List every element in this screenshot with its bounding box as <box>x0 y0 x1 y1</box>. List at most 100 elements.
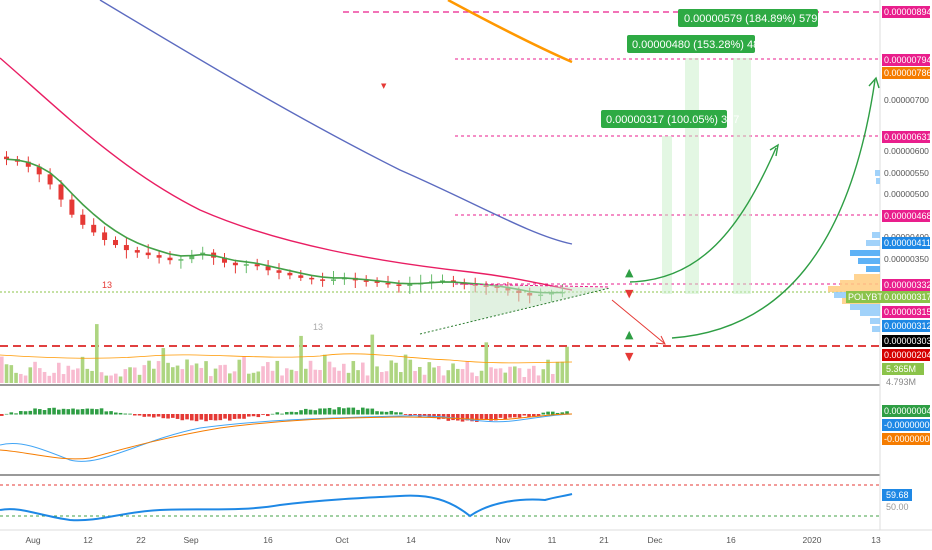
volume-profile <box>828 170 880 332</box>
macd-bar <box>118 412 123 415</box>
volume-profile-bar <box>828 286 880 292</box>
price-tag-label: 0.00000468 <box>884 211 932 221</box>
price-axis-label: 0.00000550 <box>884 168 929 178</box>
macd-bar <box>280 413 284 415</box>
volume-bar <box>361 362 365 383</box>
ema-green-line <box>6 158 563 294</box>
price-tag-bg <box>882 335 930 347</box>
volume-bar <box>166 362 170 383</box>
volume-bar <box>185 359 189 383</box>
macd-bar <box>90 408 94 415</box>
macd-bar <box>441 414 446 419</box>
marker-13-b: 13 <box>313 322 323 332</box>
volume-bar <box>342 363 346 383</box>
candle-body <box>396 284 402 286</box>
volume-bar <box>142 365 147 383</box>
volume-bar <box>237 359 242 383</box>
volume-bar <box>475 376 479 383</box>
macd-bar <box>389 410 394 415</box>
macd-bar <box>413 414 417 416</box>
time-axis-label: 2020 <box>803 535 822 545</box>
candle-body <box>69 199 75 215</box>
rsi-label-2: 50.00 <box>886 502 909 512</box>
price-axis-label: 0.00000500 <box>884 189 929 199</box>
volume-bar <box>0 356 4 383</box>
volume-bar <box>346 372 351 383</box>
volume-bar <box>541 369 546 383</box>
volume-bar <box>194 363 199 383</box>
volume-bar <box>327 361 332 383</box>
macd-bar <box>555 412 560 415</box>
volume-bar <box>266 362 270 383</box>
volume-bar <box>228 373 232 383</box>
price-tag-bg <box>882 67 930 79</box>
macd-bar <box>61 408 66 415</box>
volume-profile-bar <box>840 280 880 286</box>
volume-bar <box>128 367 132 383</box>
ma-blue-line <box>99 0 573 245</box>
macd-bar <box>470 414 474 422</box>
volume-bar <box>213 368 218 383</box>
down-projection-arrowhead <box>655 335 666 345</box>
macd-bar <box>218 414 223 421</box>
price-tag-label: 0.00000315 <box>884 307 932 317</box>
volume-bar <box>413 370 417 383</box>
macd-bar <box>161 414 166 419</box>
candle-body <box>47 174 53 185</box>
macd-bar <box>228 414 232 421</box>
volume-bar <box>527 368 531 383</box>
price-tag-bg <box>882 320 930 332</box>
volume-bar <box>356 370 360 383</box>
macd-bar <box>0 414 4 416</box>
price-tag-label: 0.00000312 <box>884 321 932 331</box>
macd-bar <box>66 409 71 415</box>
volume-bar <box>408 359 413 383</box>
time-axis-label: 21 <box>599 535 609 545</box>
candle-body <box>276 270 282 273</box>
volume-bar <box>66 365 71 383</box>
macd-bar <box>128 413 132 415</box>
target-column-2 <box>685 58 699 294</box>
price-axis-label: 0.00000600 <box>884 146 929 156</box>
price-tag-label: 0.00000204 <box>884 350 932 360</box>
macd-bar <box>180 414 185 421</box>
volume-bar <box>280 375 284 383</box>
macd-bar <box>256 414 261 418</box>
volume-bar <box>190 365 194 383</box>
volume-bar <box>137 374 142 383</box>
macd-bar <box>85 408 90 415</box>
rsi-tag-bg <box>882 489 912 501</box>
target-box-480-label: 0.00000480 (153.28%) 480 <box>632 39 765 51</box>
candle-body <box>407 284 413 286</box>
volume-bar <box>223 364 227 383</box>
volume-bar <box>71 369 75 383</box>
up-arrow-icon-2: ▲ <box>625 328 634 341</box>
candle-body <box>222 257 227 263</box>
price-tag-bg <box>882 237 930 249</box>
volume-bar <box>299 335 303 383</box>
macd-bar <box>104 411 109 415</box>
macd-bar <box>52 407 56 415</box>
macd-bar <box>460 414 465 422</box>
macd-bar <box>465 414 470 421</box>
volume-bar <box>95 324 99 383</box>
volume-bar <box>546 359 550 383</box>
volume-bar <box>85 368 90 383</box>
volume-bar <box>332 367 337 383</box>
macd-bar <box>275 412 280 415</box>
macd-bar <box>422 414 427 417</box>
volume-bar <box>513 366 517 383</box>
down-projection <box>611 299 665 344</box>
target-box-317: 0.00000317 (100.05%) 317 <box>601 110 739 128</box>
volume-profile-bar <box>866 240 880 246</box>
macd-bar <box>332 409 337 415</box>
time-axis-label: Oct <box>335 535 349 545</box>
macd-tag-label: -0.00000000 <box>884 420 932 430</box>
volume-bar <box>199 367 204 383</box>
macd-bar <box>213 414 218 421</box>
volume-bar <box>489 367 493 383</box>
volume-profile-bar <box>872 326 880 332</box>
volume-bar <box>156 361 161 383</box>
candle-body <box>385 282 391 285</box>
